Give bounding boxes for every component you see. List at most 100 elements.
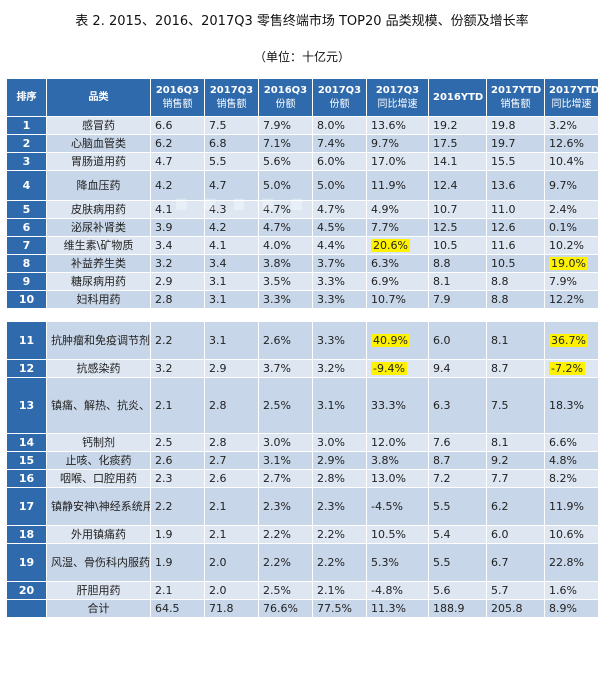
value-cell: 8.8: [486, 272, 545, 291]
value-text: 18.3%: [549, 398, 584, 412]
value-text: 2.8: [209, 398, 227, 412]
value-text: 0.1%: [549, 220, 577, 234]
value-text: 3.3%: [317, 292, 345, 306]
value-cell: 13.0%: [366, 469, 429, 488]
header-category: 品类: [46, 78, 151, 117]
category-cell: 维生素\矿物质: [46, 236, 151, 255]
value-text: 8.9%: [549, 601, 577, 615]
value-text: 7.1%: [263, 136, 291, 150]
table-row: 7 维生素\矿物质 3.4 4.1 4.0% 4.4% 20.6% 10.5 11.6 10.2%: [6, 236, 599, 255]
value-cell: 3.2: [150, 359, 205, 378]
value-cell: 2.9: [150, 272, 205, 291]
rank-cell: 4: [6, 170, 47, 201]
value-cell: 4.9%: [366, 200, 429, 219]
value-cell: 2.1: [204, 525, 259, 544]
value-text: 8.7: [433, 453, 451, 467]
value-cell: 5.6%: [258, 152, 313, 171]
value-cell: 2.6%: [258, 321, 313, 360]
value-cell: 3.0%: [312, 433, 367, 452]
value-cell: 2.8: [204, 377, 259, 434]
value-text: 5.5: [433, 555, 451, 569]
value-text: 7.2: [433, 471, 451, 485]
value-cell: 3.1: [204, 321, 259, 360]
value-cell: 12.6: [486, 218, 545, 237]
value-cell: 2.1%: [312, 581, 367, 600]
value-cell: 7.5: [204, 116, 259, 135]
category-cell: 妇科用药: [46, 290, 151, 309]
value-text: 2.3%: [317, 499, 345, 513]
value-cell: 3.3%: [258, 290, 313, 309]
value-cell: 7.2: [428, 469, 487, 488]
value-text: 10.7%: [371, 292, 406, 306]
value-cell: 10.7%: [366, 290, 429, 309]
value-text: 9.7%: [549, 178, 577, 192]
value-cell: 19.2: [428, 116, 487, 135]
value-cell: 4.4%: [312, 236, 367, 255]
value-cell: 6.0: [428, 321, 487, 360]
value-text: 205.8: [491, 601, 523, 615]
table-row: 15 止咳、化痰药 2.6 2.7 3.1% 2.9% 3.8% 8.7 9.2 4.8%: [6, 451, 599, 470]
value-cell: 5.4: [428, 525, 487, 544]
value-cell: 7.9: [428, 290, 487, 309]
value-text: 2.1: [209, 499, 227, 513]
header-col-3: 2016Q3 份额: [258, 78, 313, 117]
category-cell: 心脑血管类: [46, 134, 151, 153]
table-row: 16 咽喉、口腔用药 2.3 2.6 2.7% 2.8% 13.0% 7.2 7.7 8.2%: [6, 469, 599, 488]
value-cell: 3.1%: [312, 377, 367, 434]
rank-cell: 12: [6, 359, 47, 378]
header-col-8: 2017YTD 同比增速: [544, 78, 599, 117]
value-cell: 2.6: [150, 451, 205, 470]
value-cell: 10.5%: [366, 525, 429, 544]
value-text: 3.8%: [263, 256, 291, 270]
value-text: 20.6%: [371, 238, 410, 252]
value-cell: 7.1%: [258, 134, 313, 153]
value-cell: 22.8%: [544, 543, 599, 582]
table-row: 2 心脑血管类 6.2 6.8 7.1% 7.4% 9.7% 17.5 19.7 12.6%: [6, 134, 599, 153]
value-text: 3.9: [155, 220, 173, 234]
value-cell: 5.7: [486, 581, 545, 600]
value-text: 6.3%: [371, 256, 399, 270]
value-text: 1.6%: [549, 583, 577, 597]
value-cell: 2.4%: [544, 200, 599, 219]
table-row: 14 钙制剂 2.5 2.8 3.0% 3.0% 12.0% 7.6 8.1 6.6%: [6, 433, 599, 452]
value-text: 8.8: [491, 274, 509, 288]
value-cell: 3.3%: [312, 272, 367, 291]
rank-cell: 7: [6, 236, 47, 255]
value-text: 8.0%: [317, 118, 345, 132]
value-cell: 10.4%: [544, 152, 599, 171]
value-text: 2.2: [155, 499, 173, 513]
table-row: 4 降血压药 4.2 4.7 5.0% 5.0% 11.9% 12.4 13.6 9.7%: [6, 170, 599, 201]
value-text: 7.9: [433, 292, 451, 306]
table-row: 3 胃肠道用药 4.7 5.5 5.6% 6.0% 17.0% 14.1 15.5 10.4%: [6, 152, 599, 171]
category-cell: 钙制剂: [46, 433, 151, 452]
value-cell: 3.3%: [312, 290, 367, 309]
value-text: 3.0%: [263, 435, 291, 449]
value-cell: -4.8%: [366, 581, 429, 600]
table-row: 1 感冒药 6.6 7.5 7.9% 8.0% 13.6% 19.2 19.8 3.2%: [6, 116, 599, 135]
value-cell: 4.7: [150, 152, 205, 171]
value-cell: 10.6%: [544, 525, 599, 544]
value-text: 9.4: [433, 361, 451, 375]
value-text: 10.7: [433, 202, 458, 216]
value-cell: 12.5: [428, 218, 487, 237]
value-cell: 10.5: [428, 236, 487, 255]
header-col-1: 2016Q3 销售额: [150, 78, 205, 117]
rank-cell: 19: [6, 543, 47, 582]
rank-cell: 15: [6, 451, 47, 470]
value-text: 2.9%: [317, 453, 345, 467]
value-text: 4.1: [155, 202, 173, 216]
rank-cell: 17: [6, 487, 47, 526]
category-cell: 镇静安神\神经系统用药: [46, 487, 151, 526]
value-text: 2.4%: [549, 202, 577, 216]
value-text: 11.9%: [549, 499, 584, 513]
value-cell: 71.8: [204, 599, 259, 618]
value-text: 7.4%: [317, 136, 345, 150]
value-text: 6.6%: [549, 435, 577, 449]
value-text: 3.2: [155, 256, 173, 270]
value-cell: 2.2: [150, 321, 205, 360]
value-cell: 1.9: [150, 543, 205, 582]
category-cell: 外用镇痛药: [46, 525, 151, 544]
value-cell: 3.1: [204, 272, 259, 291]
